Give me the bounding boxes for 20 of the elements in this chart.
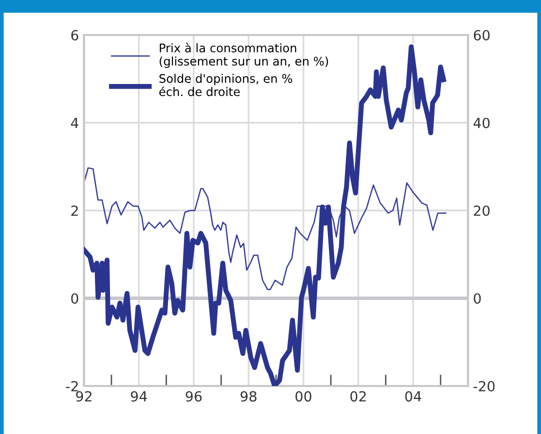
y2-tick-label: 60: [474, 30, 490, 40]
legend-label: Prix à la consommation (glissement sur un an, en %): [160, 42, 328, 68]
y2-tick-label: -20: [474, 380, 495, 392]
y-tick-label: 0: [71, 293, 78, 304]
y-tick-label: 6: [71, 30, 78, 40]
y-tick-label: -2: [66, 380, 78, 392]
y2-tick-label: 20: [474, 205, 490, 216]
x-tick-label: 00: [296, 391, 312, 402]
x-tick-label: 04: [405, 391, 422, 402]
y-tick-label: 4: [70, 118, 78, 128]
x-tick-label: 92: [76, 391, 92, 402]
x-tick-label: 94: [130, 391, 147, 402]
line-series: [84, 44, 446, 386]
x-tick-label: 98: [240, 391, 256, 402]
x-tick-label: 02: [350, 391, 366, 402]
legend-label: Solde d'opinions, en % éch. de droite: [159, 74, 292, 96]
y-tick-label: 2: [71, 205, 78, 216]
x-tick-label: 96: [186, 391, 202, 402]
y2-tick-label: 0: [474, 293, 481, 304]
y2-tick-label: 40: [474, 118, 490, 128]
